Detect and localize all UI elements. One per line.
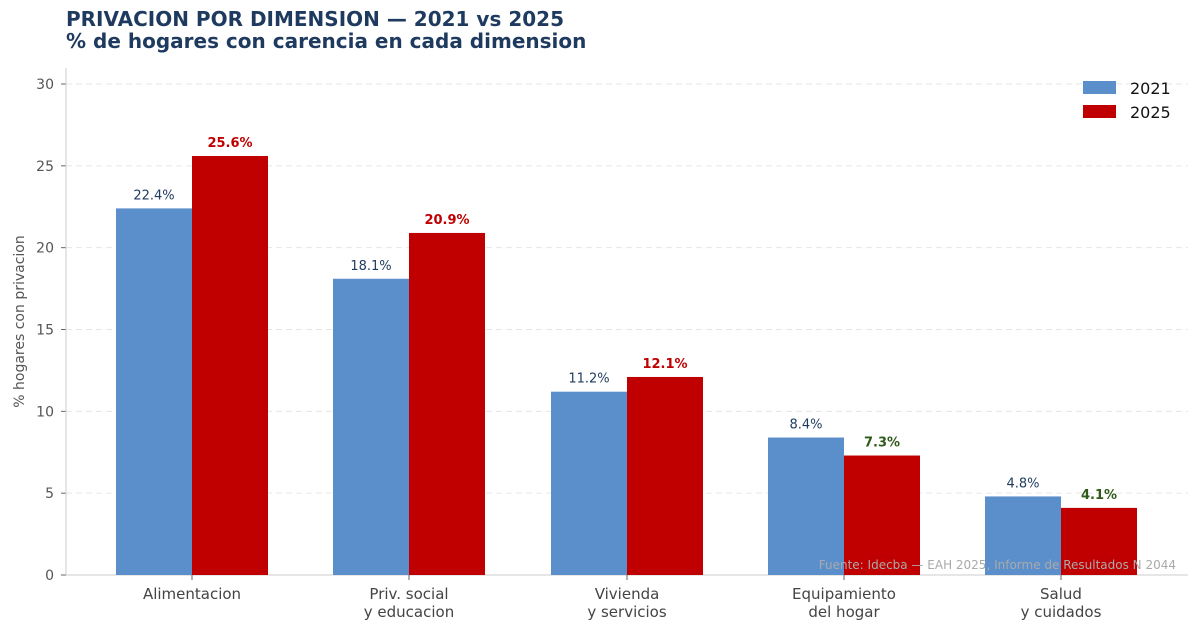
y-tick-label: 0 [45, 568, 54, 584]
data-label: 7.3% [864, 436, 900, 451]
y-tick-label: 25 [36, 159, 54, 175]
x-tick-label: Priv. social [369, 585, 448, 603]
legend-swatch-2025 [1083, 105, 1116, 118]
data-label: 18.1% [350, 259, 391, 274]
x-tick-label: Alimentacion [143, 585, 241, 603]
legend-label-2025: 2025 [1130, 103, 1171, 122]
data-label: 4.8% [1006, 476, 1039, 491]
bar-2021-3 [768, 437, 844, 575]
bar-2025-0 [192, 156, 268, 575]
y-axis-label: % hogares con privacion [12, 235, 28, 407]
legend-label-2021: 2021 [1130, 79, 1171, 98]
x-tick-label: y educacion [364, 603, 454, 621]
data-label: 4.1% [1081, 488, 1117, 503]
bar-2021-4 [985, 496, 1061, 575]
y-tick-label: 15 [36, 323, 54, 339]
bar-2025-3 [844, 455, 920, 575]
x-tick-label: del hogar [808, 603, 880, 621]
x-tick-label: Vivienda [595, 585, 660, 603]
bar-2025-1 [409, 232, 485, 576]
y-tick-label: 5 [45, 486, 54, 502]
x-tick-label: Salud [1040, 585, 1082, 603]
x-tick-label: Equipamiento [792, 585, 896, 603]
data-label: 12.1% [642, 357, 687, 372]
bar-2025-4 [1061, 507, 1137, 575]
y-tick-label: 30 [36, 77, 54, 93]
y-tick-label: 10 [36, 404, 54, 420]
data-label: 8.4% [789, 418, 822, 433]
data-label: 25.6% [207, 136, 252, 151]
chart-title: PRIVACION POR DIMENSION — 2021 vs 2025 [66, 7, 564, 31]
bar-2021-2 [551, 391, 627, 575]
x-tick-label: y cuidados [1021, 603, 1102, 621]
source-note: Fuente: Idecba — EAH 2025, Informe de Re… [819, 558, 1176, 572]
chart-subtitle: % de hogares con carencia en cada dimens… [66, 29, 587, 53]
data-label: 20.9% [424, 213, 469, 228]
bar-2021-0 [116, 208, 192, 576]
data-label: 22.4% [133, 188, 174, 203]
data-label: 11.2% [568, 372, 609, 387]
bar-2025-2 [627, 376, 703, 575]
y-tick-label: 20 [36, 241, 54, 257]
title-block: PRIVACION POR DIMENSION — 2021 vs 2025 %… [66, 8, 586, 52]
x-tick-label: y servicios [587, 603, 666, 621]
bar-2021-1 [333, 278, 409, 575]
legend-swatch-2021 [1083, 81, 1116, 94]
